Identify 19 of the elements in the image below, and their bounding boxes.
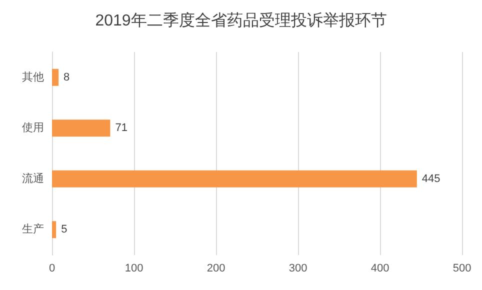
data-label: 8	[64, 71, 70, 84]
bar	[52, 68, 59, 86]
x-tick-label: 0	[48, 262, 56, 274]
y-tick-label: 生产	[22, 222, 44, 236]
x-tick-label: 400	[370, 262, 390, 274]
x-tick-label: 500	[452, 262, 472, 274]
x-tick-label: 100	[124, 262, 144, 274]
x-tick-label: 200	[206, 262, 226, 274]
chart-title: 2019年二季度全省药品受理投诉举报环节	[95, 12, 387, 30]
x-tick-label: 300	[288, 262, 308, 274]
y-tick-label: 使用	[22, 122, 44, 134]
y-tick-label: 流通	[22, 172, 44, 185]
y-tick-label: 其他	[22, 70, 44, 84]
data-label: 445	[422, 172, 440, 185]
data-label: 5	[61, 224, 68, 236]
bar	[52, 120, 110, 137]
bar	[52, 170, 417, 188]
bar	[52, 221, 56, 238]
data-label: 71	[115, 122, 128, 134]
